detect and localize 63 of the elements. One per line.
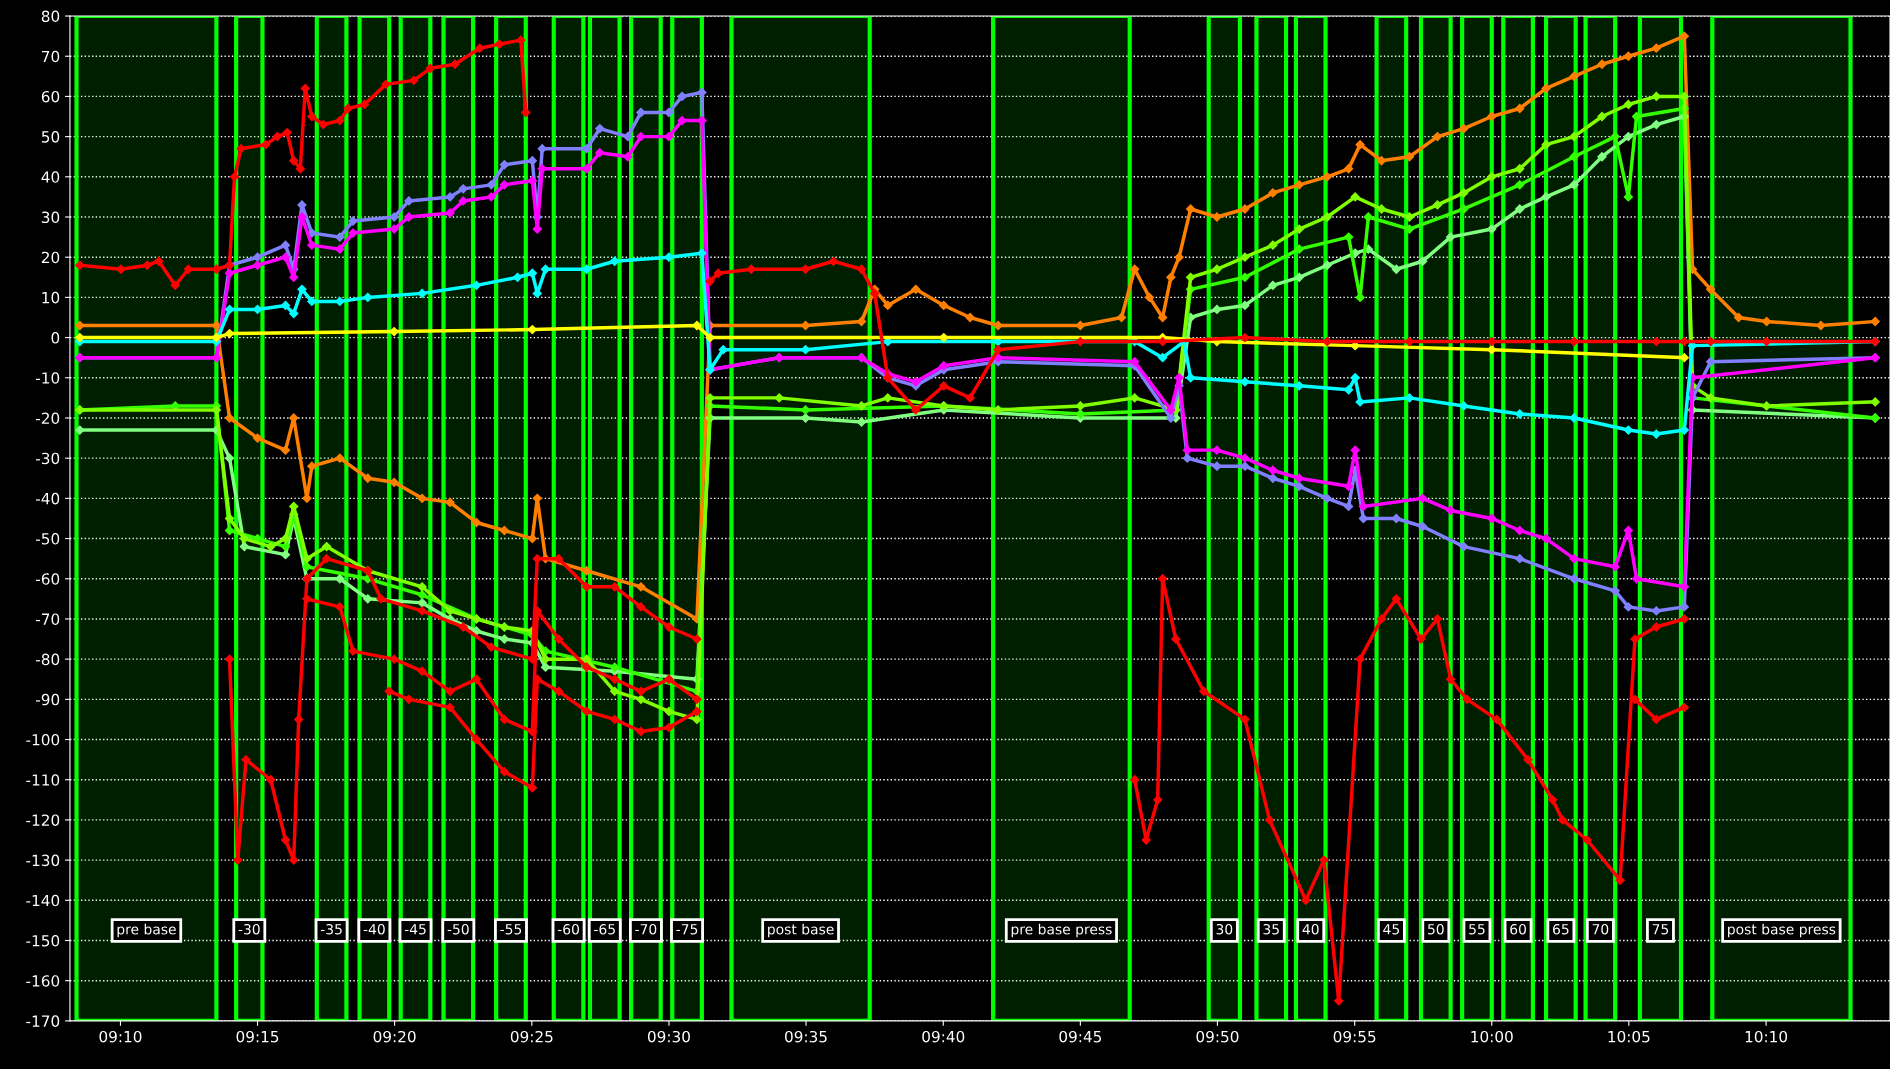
y-tick-label: 0 xyxy=(51,332,60,344)
y-tick-label: -70 xyxy=(36,613,60,625)
band-label: 50 xyxy=(1428,923,1444,935)
x-tick-label: 09:50 xyxy=(1196,1030,1239,1043)
band-label: -75 xyxy=(676,924,698,935)
band-label: -55 xyxy=(500,924,522,935)
y-tick-label: -80 xyxy=(36,653,60,666)
y-tick-label: 60 xyxy=(41,90,60,103)
y-tick-label: -60 xyxy=(36,573,60,585)
y-tick-label: -40 xyxy=(36,492,60,505)
y-tick-label: -140 xyxy=(26,894,60,907)
band-label: 45 xyxy=(1383,924,1399,935)
y-tick-label: -150 xyxy=(26,934,60,947)
band-label: -40 xyxy=(363,923,385,935)
y-tick-label: -120 xyxy=(26,814,60,826)
band-label: 40 xyxy=(1302,923,1319,935)
band-label: 75 xyxy=(1652,924,1669,935)
band-label: 65 xyxy=(1553,923,1569,935)
x-tick-label: 09:55 xyxy=(1333,1030,1376,1043)
x-tick-label: 09:20 xyxy=(373,1030,416,1043)
band-label: pre base xyxy=(117,923,176,938)
band-label: 55 xyxy=(1469,924,1485,935)
y-tick-label: -170 xyxy=(26,1015,60,1027)
y-tick-label: 70 xyxy=(42,50,60,63)
x-tick-label: 09:40 xyxy=(922,1030,965,1043)
y-tick-label: -160 xyxy=(26,975,60,987)
band-label: 30 xyxy=(1216,923,1233,935)
y-tick-label: -110 xyxy=(26,774,60,786)
band-label: post base press xyxy=(1728,923,1836,938)
y-tick-label: 30 xyxy=(41,211,60,224)
y-tick-label: -90 xyxy=(36,693,60,706)
x-tick-label: 10:00 xyxy=(1471,1030,1513,1043)
y-tick-label: -10 xyxy=(36,372,60,384)
band-label: 70 xyxy=(1592,923,1609,935)
x-tick-label: 09:25 xyxy=(510,1030,553,1043)
band-label: -35 xyxy=(320,923,342,935)
band-label: 60 xyxy=(1510,923,1526,935)
band-label: -30 xyxy=(238,923,260,935)
y-tick-label: 50 xyxy=(41,131,60,143)
band-label: -70 xyxy=(635,923,657,935)
x-tick-label: 09:45 xyxy=(1059,1030,1102,1043)
band-label: -60 xyxy=(557,923,579,935)
y-tick-label: -100 xyxy=(26,734,60,746)
y-tick-label: -50 xyxy=(36,533,60,545)
y-tick-label: 80 xyxy=(41,10,60,23)
y-tick-label: -30 xyxy=(36,452,60,465)
x-tick-label: 09:35 xyxy=(785,1030,827,1043)
y-tick-label: -130 xyxy=(26,854,60,867)
band-label: -50 xyxy=(447,923,469,935)
band-label: 35 xyxy=(1263,923,1279,935)
x-tick-label: 09:30 xyxy=(647,1030,690,1043)
band-label: pre base press xyxy=(1011,923,1112,938)
x-tick-label: 10:05 xyxy=(1608,1030,1650,1043)
y-tick-label: 20 xyxy=(41,251,60,264)
band-label: post base xyxy=(768,923,834,938)
y-tick-label: 40 xyxy=(41,171,60,183)
x-tick-label: 09:10 xyxy=(99,1030,142,1043)
band-label: -65 xyxy=(594,923,615,935)
band-label: -45 xyxy=(404,924,426,935)
x-tick-label: 10:10 xyxy=(1745,1030,1788,1043)
x-tick-label: 09:15 xyxy=(236,1030,279,1043)
y-tick-label: 10 xyxy=(42,291,60,304)
y-tick-label: -20 xyxy=(36,412,60,424)
